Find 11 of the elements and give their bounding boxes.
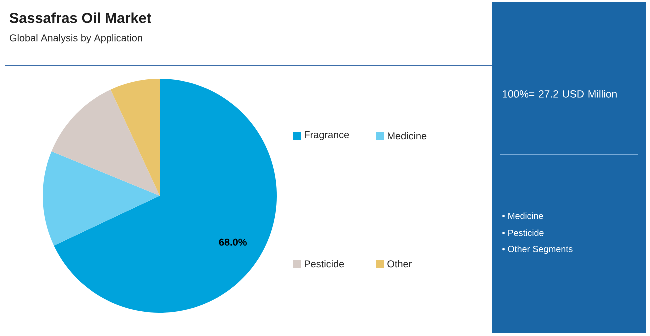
chart-subtitle: Global Analysis by Application <box>10 34 142 44</box>
chart-title: Sassafras Oil Market <box>10 12 152 24</box>
legend-label: Other <box>388 260 412 268</box>
text: • Pesticide <box>502 230 544 236</box>
legend-label: Pesticide <box>305 260 344 268</box>
data-label: 68.0% <box>219 238 247 246</box>
text: 100%= 27.2 USD Million <box>503 90 617 98</box>
text: • Medicine <box>502 212 544 220</box>
legend-label: Medicine <box>388 132 427 140</box>
text: • Other Segments <box>502 246 573 254</box>
legend-label: Fragrance <box>305 132 350 140</box>
